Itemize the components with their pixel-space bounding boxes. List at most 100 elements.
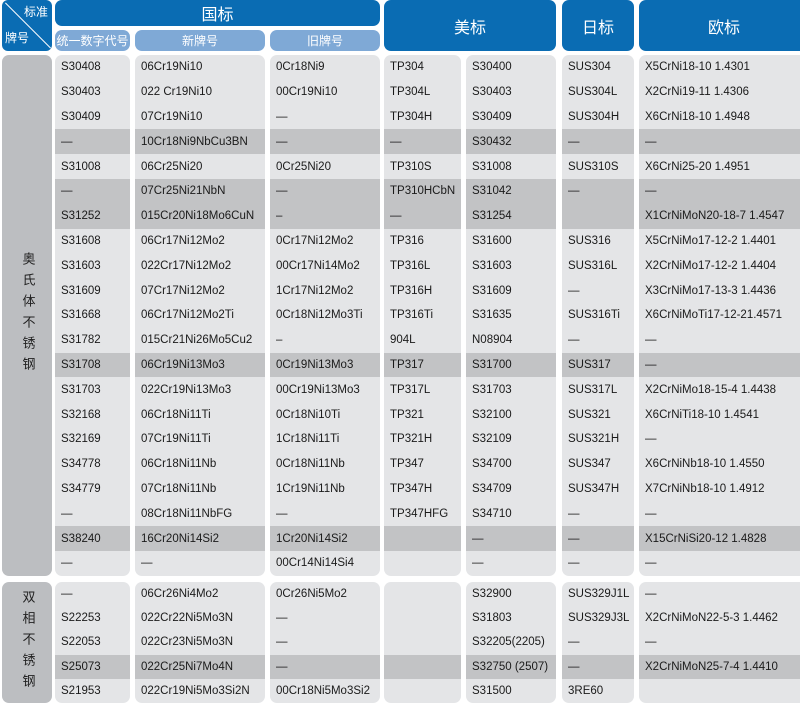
table-cell: SUS304L [568, 86, 618, 99]
table-cell: SUS304 [568, 61, 611, 74]
table-cell: 06Cr26Ni4Mo2 [141, 588, 219, 601]
table-cell: S32900 [472, 588, 512, 601]
column-old-grade: 0Cr26Ni5Mo2 — — — 00Cr18Ni5Mo3Si2 [270, 582, 380, 703]
corner-grade-label: 牌号 [5, 31, 30, 45]
table-cell: 022Cr19Ni13Mo3 [141, 383, 232, 396]
table-cell: S31668 [61, 309, 101, 322]
table-cell: TP317L [390, 383, 431, 396]
table-cell: 0Cr26Ni5Mo2 [276, 588, 347, 601]
table-cell: 06Cr18Ni11Ti [141, 408, 211, 421]
column-new-grade: 06Cr19Ni10 022 Cr19Ni10 07Cr19Ni10 10Cr18Ni… [135, 55, 265, 576]
table-cell: S31803 [472, 612, 512, 625]
table-cell: 0Cr17Ni12Mo2 [276, 234, 354, 247]
table-cell: S30400 [472, 61, 512, 74]
table-cell: — [562, 129, 634, 155]
table-cell: 10Cr18Ni9NbCu3BN [135, 129, 265, 155]
table-cell: S30409 [472, 110, 512, 123]
table-cell: SUS321 [568, 408, 611, 421]
table-cell: S31254 [466, 203, 556, 229]
table-cell: S22053 [61, 636, 101, 649]
table-cell: X6CrNi25-20 1.4951 [645, 160, 750, 173]
table-cell: — [639, 352, 800, 378]
table-cell: – [270, 203, 380, 229]
table-cell: 06Cr17Ni12Mo2 [141, 234, 225, 247]
table-cell: S31609 [61, 284, 101, 297]
table-cell: 015Cr21Ni26Mo5Cu2 [141, 334, 253, 347]
table-cell: S22253 [61, 612, 101, 625]
table-cell: SUS316Ti [568, 309, 620, 322]
column-jp-jis: SUS329J1L SUS329J3L — — 3RE60 [562, 582, 634, 703]
table-cell: SUS310S [568, 160, 619, 173]
table-cell: S32168 [61, 408, 101, 421]
column-new-grade: 06Cr26Ni4Mo2 022Cr22Ni5Mo3N 022Cr23Ni5Mo3N… [135, 582, 265, 703]
table-cell: TP347H [390, 482, 433, 495]
column-eu-en: — X2CrNiMoN22-5-3 1.4462 — X2CrNiMoN25-7-4 … [639, 582, 800, 703]
table-cell: — [639, 129, 800, 155]
table-cell: X6CrNi18-10 1.4948 [645, 110, 750, 123]
table-cell: — [568, 636, 580, 649]
table-cell: S32100 [472, 408, 512, 421]
header-jp: 日标 [562, 0, 634, 51]
table-cell: S32205(2205) [472, 636, 545, 649]
table-cell: 00Cr14Ni14Si4 [276, 557, 354, 570]
table-cell [639, 679, 800, 703]
table-cell: — [55, 129, 130, 155]
table-cell: X6CrNiTi18-10 1.4541 [645, 408, 759, 421]
column-us-uns: S30400 S30403 S30409 S30432 S31008 S31042 S312… [466, 55, 556, 576]
table-cell: X15CrNiSi20-12 1.4828 [639, 526, 800, 551]
header-gb: 国标 [55, 0, 380, 26]
table-cell: S31609 [472, 284, 512, 297]
column-us-astm: TP304 TP304L TP304H — TP310S TP310HCbN — TP316 T… [384, 55, 461, 576]
table-cell [562, 203, 634, 229]
table-cell: 00Cr19Ni10 [276, 86, 338, 99]
table-cell: — [568, 507, 580, 520]
table-cell: S31700 [466, 352, 556, 378]
table-cell: 015Cr20Ni18Mo6CuN [135, 203, 265, 229]
table-cell: SUS317L [568, 383, 618, 396]
column-unified-code: S30408 S30403 S30409— S31008— S31252 S31608 S3… [55, 55, 130, 576]
table-cell: TP310S [390, 160, 432, 173]
table-cell: X2CrNi19-11 1.4306 [645, 86, 749, 99]
table-cell: X6CrNiMoTi17-12-21.4571 [645, 309, 783, 322]
table-cell: — [141, 557, 153, 570]
table-cell: S31500 [472, 684, 512, 697]
table-cell: SUS317 [562, 352, 634, 378]
table-cell: — [384, 203, 461, 229]
table-cell: TP316Ti [390, 309, 434, 322]
column-old-grade: 0Cr18Ni9 00Cr19Ni10— —0Cr25Ni20— –0Cr17Ni12… [270, 55, 380, 576]
table-cell: TP321 [390, 408, 424, 421]
table-cell: 0Cr19Ni13Mo3 [270, 352, 380, 378]
corner-header: 标准 牌号 [2, 0, 52, 51]
table-cell: — [270, 129, 380, 155]
table-cell: 06Cr19Ni13Mo3 [135, 352, 265, 378]
table-cell: SUS304H [568, 110, 620, 123]
table-cell: 022Cr23Ni5Mo3N [141, 636, 234, 649]
table-cell: SUS316 [568, 234, 611, 247]
table-cell: 1Cr17Ni12Mo2 [276, 284, 354, 297]
table-cell [384, 630, 461, 654]
subheader-new-grade: 新牌号 [135, 30, 265, 51]
table-cell: TP304L [390, 86, 431, 99]
section-label: 双相不锈钢 [2, 582, 52, 703]
table-cell: S31703 [61, 383, 101, 396]
table-cell: SUS329J3L [568, 612, 630, 625]
subheader-unified-code: 统一数字代号 [55, 30, 130, 51]
table-cell: 022 Cr19Ni10 [141, 86, 212, 99]
table-cell: — [270, 179, 380, 204]
table-cell: 0Cr18Ni9 [276, 61, 325, 74]
table-cell: 07Cr19Ni10 [141, 110, 203, 123]
table-cell: — [270, 654, 380, 679]
table-cell: 07Cr19Ni11Ti [141, 433, 211, 446]
table-cell: TP317 [384, 352, 461, 378]
table-cell: 022Cr25Ni7Mo4N [135, 654, 265, 679]
table-cell: — [562, 654, 634, 679]
table-cell: S31703 [472, 383, 512, 396]
table-cell: — [55, 179, 130, 204]
header-eu: 欧标 [639, 0, 800, 51]
table-cell: — [61, 507, 73, 520]
table-cell: 022Cr17Ni12Mo2 [141, 259, 232, 272]
table-cell: — [645, 507, 657, 520]
table-cell: SUS316L [568, 259, 618, 272]
column-us-uns: S32900 S31803 S32205(2205) S32750 (2507) S31… [466, 582, 556, 703]
table-cell: X2CrNiMoN22-5-3 1.4462 [645, 612, 778, 625]
